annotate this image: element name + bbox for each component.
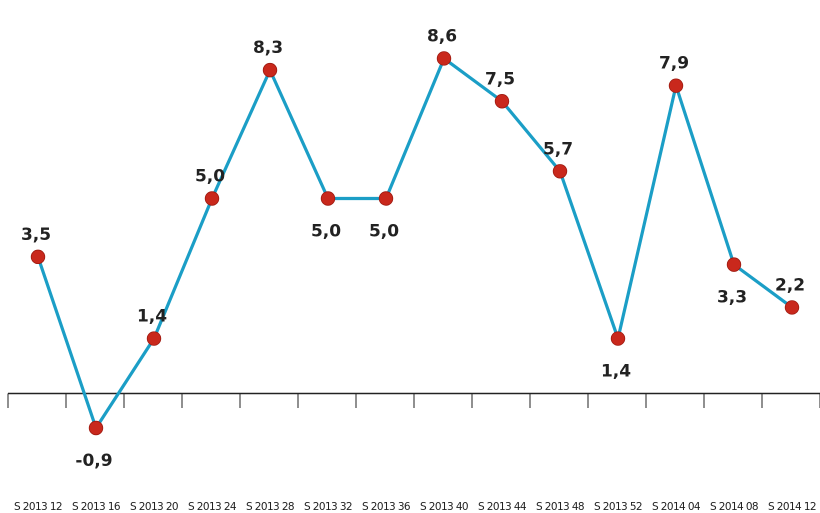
data-label: 2,2 — [775, 275, 805, 295]
data-point — [321, 192, 335, 206]
x-tick-label: S 2014 12 — [768, 501, 816, 513]
x-axis-ticks — [8, 394, 820, 409]
data-label: 5,7 — [543, 139, 573, 159]
data-point — [379, 192, 393, 206]
x-tick-label: S 2013 12 — [14, 501, 62, 513]
x-tick-label: S 2013 16 — [72, 501, 121, 513]
x-tick-label: S 2013 28 — [246, 501, 294, 513]
data-label: 1,4 — [601, 362, 631, 382]
x-tick-label: S 2013 24 — [188, 501, 237, 513]
data-point — [89, 421, 103, 435]
x-tick-label: S 2013 36 — [362, 501, 411, 513]
data-label: 5,0 — [311, 222, 341, 242]
data-point — [205, 192, 219, 206]
data-label: -0,9 — [75, 451, 112, 471]
data-point — [785, 301, 799, 315]
data-point — [727, 258, 741, 272]
data-label: 5,0 — [195, 167, 225, 187]
data-label: 8,6 — [427, 26, 457, 46]
data-label: 3,5 — [21, 225, 51, 245]
data-label: 7,5 — [485, 69, 515, 89]
x-tick-label: S 2013 52 — [594, 501, 642, 513]
x-tick-label: S 2013 40 — [420, 501, 468, 513]
data-point — [437, 52, 451, 66]
data-label: 5,0 — [369, 222, 399, 242]
x-tick-label: S 2014 08 — [710, 501, 758, 513]
data-label: 7,9 — [659, 54, 689, 74]
series-line — [38, 58, 792, 428]
data-point — [669, 79, 683, 93]
data-point — [263, 63, 277, 77]
data-label: 3,3 — [717, 288, 747, 308]
data-labels: 3,5 -0,9 1,4 5,0 8,3 5,0 5,0 8,6 7,5 5,7 1,4 7,9 3,3… — [21, 26, 805, 471]
x-tick-label: S 2013 48 — [536, 501, 584, 513]
data-point — [31, 250, 45, 264]
x-tick-label: S 2013 20 — [130, 501, 178, 513]
x-axis-tick-labels: S 2013 12 S 2013 16 S 2013 20 S 2013 24 S 20… — [14, 501, 816, 513]
data-label: 8,3 — [253, 38, 283, 58]
data-point — [147, 332, 161, 346]
x-tick-label: S 2013 44 — [478, 501, 527, 513]
data-label: 1,4 — [137, 307, 167, 327]
x-tick-label: S 2014 04 — [652, 501, 701, 513]
data-point — [553, 164, 567, 178]
data-point — [611, 332, 625, 346]
x-tick-label: S 2013 32 — [304, 501, 352, 513]
data-point — [495, 94, 509, 108]
